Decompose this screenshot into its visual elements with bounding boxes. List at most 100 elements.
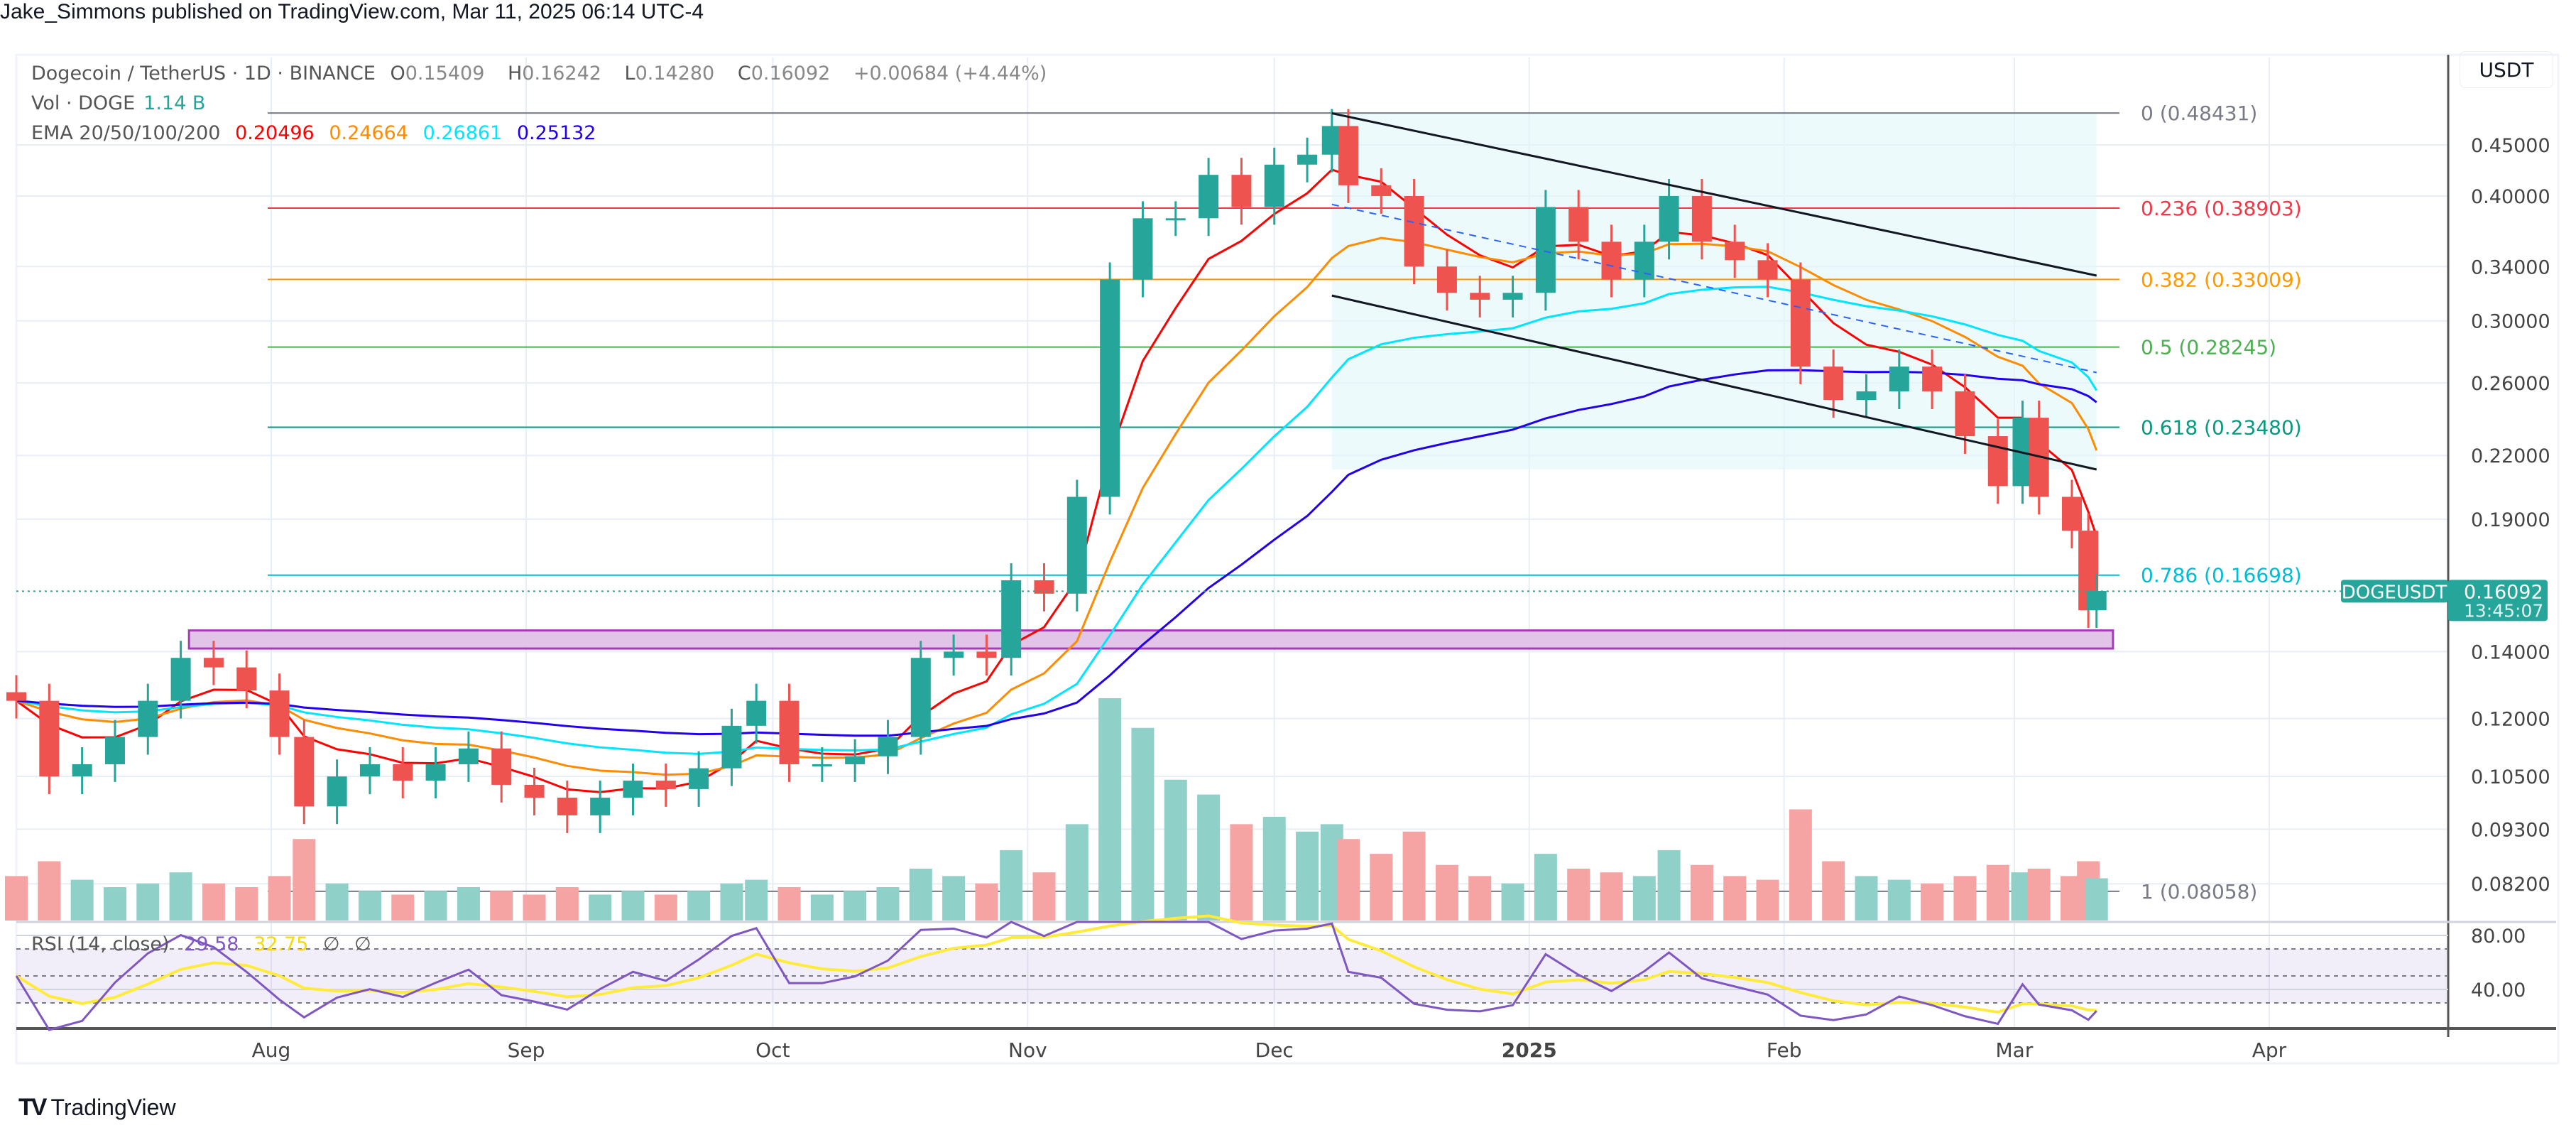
- volume-bar: [1534, 854, 1557, 921]
- candle-body: [203, 658, 224, 668]
- volume-bar: [391, 894, 415, 921]
- fib-level-label: 0.382 (0.33009): [2141, 268, 2302, 291]
- time-tick-label: Mar: [1996, 1038, 2034, 1062]
- ema-label: EMA 20/50/100/200: [31, 122, 221, 144]
- symbol-name: Dogecoin / TetherUS · 1D · BINANCE: [31, 63, 376, 85]
- price-tick-label: 0.19000: [2471, 509, 2550, 531]
- volume-bar: [1600, 872, 1623, 921]
- candle-body: [976, 651, 997, 658]
- candle-body: [1297, 154, 1318, 165]
- fib-level-label: 1 (0.08058): [2141, 880, 2257, 903]
- change-value: +0.00684 (+4.44%): [853, 63, 1047, 85]
- volume-bar: [720, 883, 743, 921]
- volume-bar: [810, 894, 834, 921]
- candle-body: [1823, 367, 1844, 401]
- candle-body: [1987, 436, 2008, 487]
- volume-bar: [844, 891, 867, 921]
- volume-bar: [1986, 864, 2009, 921]
- rsi-na-2: ∅: [354, 933, 371, 955]
- volume-bar: [1262, 816, 1286, 921]
- candle-body: [1790, 279, 1811, 367]
- volume-bar: [1953, 876, 1977, 921]
- volume-bar: [745, 879, 768, 921]
- volume-bar: [589, 894, 612, 921]
- candle-body: [590, 797, 611, 815]
- time-tick-label: Dec: [1255, 1038, 1294, 1062]
- price-tick-label: 0.08200: [2471, 874, 2550, 896]
- volume-bar: [1501, 883, 1524, 921]
- volume-bar: [1230, 824, 1253, 921]
- price-tick-label: 0.45000: [2471, 135, 2550, 157]
- candle-body: [104, 737, 125, 764]
- low-value: 0.14280: [635, 63, 715, 85]
- volume-bar: [876, 887, 900, 921]
- candle-body: [524, 784, 545, 798]
- price-tick-label: 0.34000: [2471, 256, 2550, 278]
- volume-bar: [293, 839, 316, 921]
- fib-level-label: 0.786 (0.16698): [2141, 564, 2302, 587]
- volume-bar: [777, 887, 801, 921]
- ema50-value: 0.24664: [329, 122, 408, 144]
- candle-body: [721, 725, 742, 769]
- low-label: L: [624, 63, 635, 85]
- candle-body: [491, 748, 512, 785]
- candle-body: [1404, 195, 1424, 267]
- time-tick-label: Aug: [252, 1038, 291, 1062]
- volume-legend: Vol · DOGE 1.14 B: [31, 92, 214, 114]
- candle-body: [170, 658, 191, 701]
- candle-body: [138, 700, 158, 737]
- price-tag-bg: [2448, 580, 2548, 621]
- candle-body: [1165, 218, 1186, 221]
- high-label: H: [507, 63, 523, 85]
- volume-bar: [1723, 876, 1747, 921]
- rsi-ma-value: 32.75: [253, 933, 309, 955]
- candle-body: [1231, 175, 1252, 207]
- ema100-value: 0.26861: [422, 122, 503, 144]
- candle-body: [1856, 391, 1877, 401]
- volume-bar: [169, 872, 192, 921]
- volume-bar: [1887, 879, 1911, 921]
- price-tick-label: 0.10500: [2471, 766, 2550, 788]
- price-tick-label: 0.30000: [2471, 311, 2550, 333]
- volume-bar: [358, 891, 381, 921]
- publisher-line: Jake_Simmons published on TradingView.co…: [0, 0, 704, 23]
- rsi-value: 29.58: [184, 933, 239, 955]
- volume-bar: [103, 887, 126, 921]
- candle-body: [1568, 207, 1589, 242]
- volume-bar: [325, 883, 349, 921]
- candle-body: [1535, 207, 1556, 293]
- time-tick-label: Sep: [508, 1038, 545, 1062]
- price-tick-label: 0.40000: [2471, 186, 2550, 208]
- rsi-tick-label: 80.00: [2471, 925, 2526, 948]
- symbol-legend: Dogecoin / TetherUS · 1D · BINANCE O0.15…: [31, 63, 1055, 85]
- ema200-value: 0.25132: [516, 122, 596, 144]
- rsi-line: [15, 921, 2097, 1031]
- candle-body: [812, 764, 832, 766]
- candle-body: [878, 737, 898, 756]
- ema50-line: [16, 237, 2098, 776]
- candle-body: [72, 764, 92, 777]
- volume-bar: [1756, 879, 1779, 921]
- volume-bar: [1032, 872, 1056, 921]
- candle-body: [1889, 367, 1909, 392]
- last-price-label: 0.16092: [2464, 581, 2543, 603]
- volume-bar: [2085, 878, 2108, 921]
- close-label: C: [737, 63, 751, 85]
- main-pane: [5, 109, 2119, 921]
- fib-level-label: 0.5 (0.28245): [2141, 336, 2276, 359]
- candle-body: [1757, 260, 1778, 280]
- volume-bar: [654, 894, 677, 921]
- tradingview-logo[interactable]: TV TradingView: [18, 1094, 176, 1122]
- countdown-label: 13:45:07: [2464, 600, 2543, 621]
- candle-body: [39, 700, 60, 777]
- candle-body: [910, 658, 931, 737]
- currency-unit-button[interactable]: USDT: [2460, 51, 2553, 88]
- volume-bar: [268, 876, 291, 921]
- candle-body: [689, 768, 709, 789]
- rsi-na-1: ∅: [322, 933, 340, 955]
- symbol-tag-bg: [2341, 580, 2448, 603]
- volume-bar: [523, 894, 546, 921]
- candle-body: [1725, 241, 1745, 261]
- candle-body: [1371, 185, 1392, 196]
